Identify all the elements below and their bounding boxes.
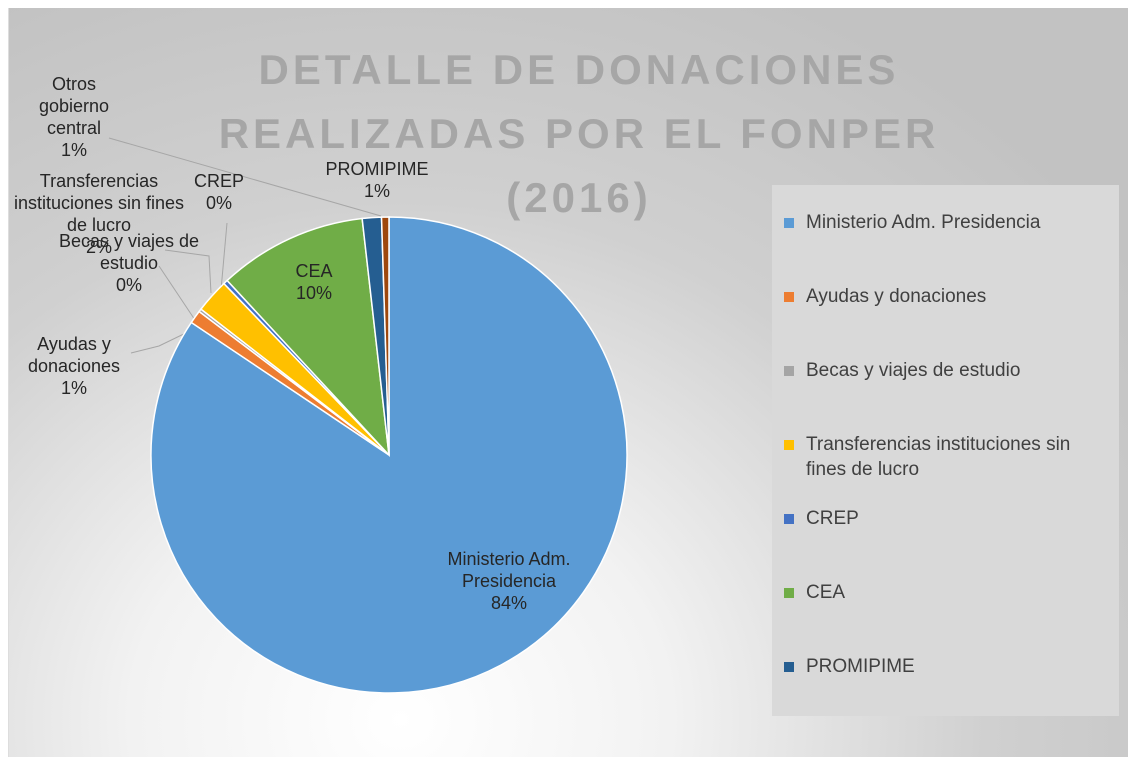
data-label-value: 1% bbox=[60, 140, 87, 160]
data-label: Otros gobierno central 1% bbox=[29, 73, 119, 161]
pie-slice bbox=[150, 216, 628, 694]
data-label-category: Ministerio Adm. Presidencia bbox=[447, 549, 571, 591]
legend-item: Transferencias instituciones sin fines d… bbox=[784, 432, 1109, 482]
data-label-category: CREP bbox=[193, 171, 244, 191]
data-label-value: 10% bbox=[295, 283, 333, 303]
leader-line bbox=[108, 137, 382, 217]
data-label-value: 0% bbox=[115, 275, 142, 295]
data-label-category: Becas y viajes de estudio bbox=[58, 231, 200, 273]
legend-label: Ayudas y donaciones bbox=[806, 286, 987, 307]
pie-area bbox=[108, 137, 628, 694]
data-label-category: Ayudas y donaciones bbox=[27, 334, 121, 376]
pie-slice bbox=[226, 217, 391, 458]
legend-swatch bbox=[784, 292, 794, 302]
leader-line bbox=[158, 265, 200, 327]
data-label: Transferencias instituciones sin fines d… bbox=[9, 170, 189, 258]
legend-swatch bbox=[784, 662, 794, 672]
data-label: CEA 10% bbox=[264, 260, 364, 304]
legend-swatch bbox=[784, 514, 794, 524]
legend-label: Becas y viajes de estudio bbox=[806, 360, 1021, 381]
leader-lines bbox=[108, 137, 382, 354]
data-label: Becas y viajes de estudio 0% bbox=[49, 230, 209, 296]
legend-swatch bbox=[784, 588, 794, 598]
legend-swatch bbox=[784, 218, 794, 228]
chart-title: DETALLE DE DONACIONES REALIZADAS POR EL … bbox=[218, 46, 940, 221]
legend-item: CEA bbox=[784, 580, 1109, 605]
data-label: CREP 0% bbox=[184, 170, 254, 214]
data-label-value: 1% bbox=[60, 378, 87, 398]
legend-item: Becas y viajes de estudio bbox=[784, 358, 1109, 383]
data-label-category: Transferencias instituciones sin fines d… bbox=[13, 171, 185, 235]
legend-label: CEA bbox=[806, 582, 846, 603]
leader-line bbox=[130, 329, 193, 354]
legend-label: CREP bbox=[806, 508, 859, 529]
legend-item: PROMIPIME bbox=[784, 654, 1109, 679]
legend-item: CREP bbox=[784, 506, 1109, 531]
pie-slice bbox=[380, 216, 390, 456]
legend-item: Ministerio Adm. Presidencia bbox=[784, 210, 1109, 235]
leader-line bbox=[220, 222, 228, 291]
data-label-value: 0% bbox=[205, 193, 232, 213]
data-label-value: 2% bbox=[85, 237, 112, 257]
legend: Ministerio Adm. Presidencia Ayudas y dona… bbox=[772, 185, 1119, 716]
legend-label: Ministerio Adm. Presidencia bbox=[806, 212, 1041, 233]
legend-label: PROMIPIME bbox=[806, 656, 915, 677]
data-label-category: PROMIPIME bbox=[325, 159, 429, 179]
data-label-category: Otros gobierno central bbox=[38, 74, 110, 138]
legend-swatch bbox=[784, 440, 794, 450]
chart: DETALLE DE DONACIONES REALIZADAS POR EL … bbox=[8, 8, 1128, 757]
data-label: Ministerio Adm. Presidencia 84% bbox=[429, 548, 589, 614]
data-label: Ayudas y donaciones 1% bbox=[9, 333, 139, 399]
legend-swatch bbox=[784, 366, 794, 376]
data-label: PROMIPIME 1% bbox=[302, 158, 452, 202]
legend-label: Transferencias instituciones sin fines d… bbox=[806, 434, 1071, 480]
legend-item: Ayudas y donaciones bbox=[784, 284, 1109, 309]
data-label-category: CEA bbox=[295, 261, 333, 281]
leader-line bbox=[164, 249, 212, 294]
data-label-value: 84% bbox=[490, 593, 528, 613]
data-label-value: 1% bbox=[363, 181, 390, 201]
